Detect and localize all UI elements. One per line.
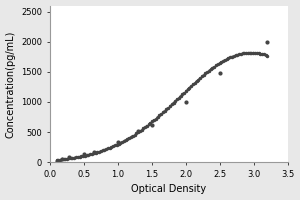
X-axis label: Optical Density: Optical Density <box>131 184 206 194</box>
Y-axis label: Concentration(pg/mL): Concentration(pg/mL) <box>6 30 16 138</box>
